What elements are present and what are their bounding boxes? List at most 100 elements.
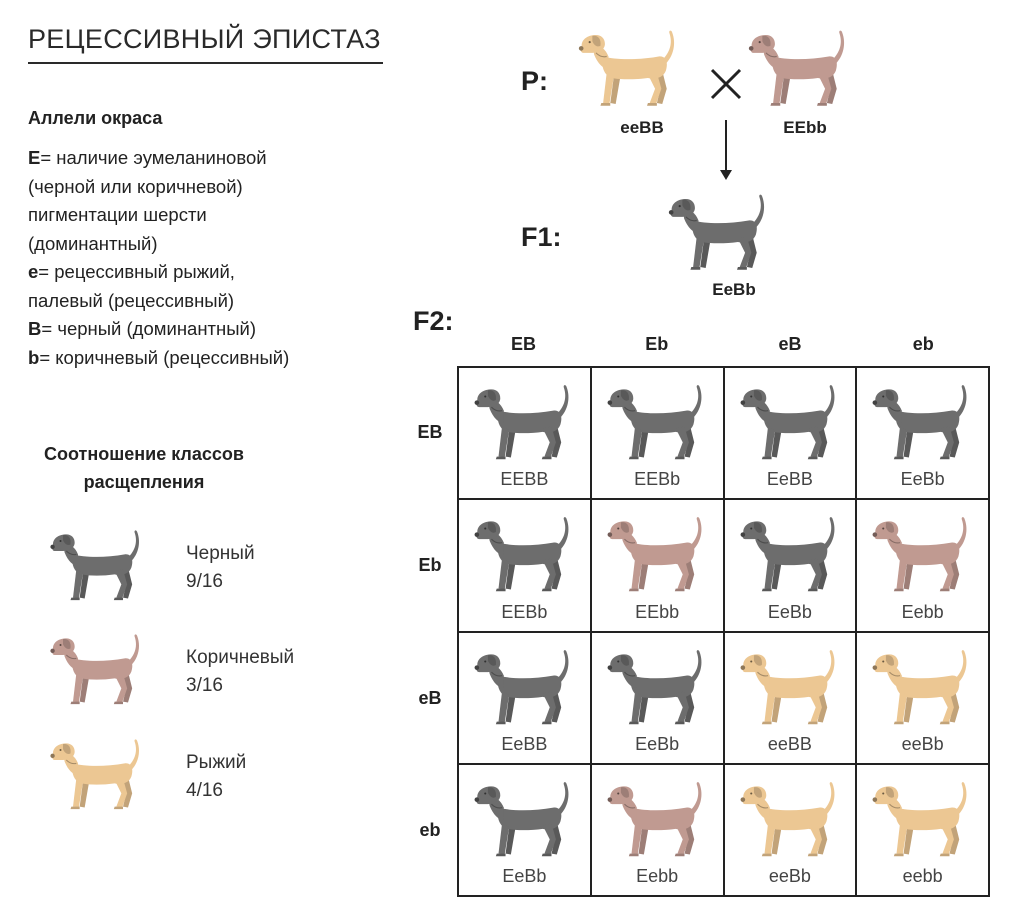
punnett-dog-icon: [607, 517, 702, 592]
allele-line: b= коричневый (рецессивный): [28, 344, 289, 373]
punnett-row-header: Eb: [418, 554, 442, 575]
punnett-cell-genotype: EeBb: [502, 866, 547, 886]
punnett-cell: EeBb: [856, 367, 989, 500]
punnett-dog-icon: [474, 649, 569, 724]
punnett-cell: EeBB: [723, 367, 857, 500]
allele-line: B= черный (доминантный): [28, 315, 256, 344]
allele-line: E= наличие эумеланиновой: [28, 144, 267, 173]
allele-text: палевый (рецессивный): [28, 289, 235, 311]
allele-symbol: E: [28, 147, 41, 168]
punnett-cell: EeBb: [458, 763, 591, 896]
allele-symbol: b: [28, 346, 40, 368]
punnett-dog-icon: [474, 517, 569, 592]
allele-symbol: e: [28, 261, 39, 282]
punnett-cell: Eebb: [590, 763, 724, 896]
allele-text: пигментации шерсти: [28, 204, 207, 225]
punnett-column-header: eb: [912, 334, 934, 354]
allele-text: = черный (доминантный): [41, 318, 257, 339]
punnett-cell: EEBb: [590, 367, 724, 500]
ratio-heading-line2: расщепления: [83, 472, 205, 492]
punnett-row-header: eB: [418, 687, 442, 708]
allele-line: (доминантный): [28, 230, 158, 259]
parent1-dog-icon: [578, 30, 675, 106]
allele-line: палевый (рецессивный): [28, 287, 234, 316]
punnett-cell-genotype: EEbb: [635, 601, 680, 622]
punnett-cell: EEbb: [590, 499, 724, 632]
punnett-dog-icon: [607, 649, 702, 724]
ratio-class-name: Рыжий: [186, 752, 247, 773]
punnett-dog-icon: [872, 649, 967, 724]
parent1-genotype: eeBB: [620, 118, 664, 137]
punnett-cell-genotype: EEBb: [634, 469, 681, 490]
punnett-cell-genotype: EEBB: [500, 469, 549, 490]
allele-text: = коричневый (рецессивный): [39, 346, 290, 368]
punnett-cell-genotype: Eebb: [636, 866, 679, 886]
cross-icon: [710, 68, 742, 100]
punnett-dog-icon: [740, 649, 834, 724]
punnett-column-header: EB: [510, 334, 536, 354]
allele-text: = наличие эумеланиновой: [40, 147, 267, 168]
allele-text: = рецессивный рыжий,: [38, 261, 235, 282]
allele-line: (черной или коричневой): [28, 173, 243, 202]
ratio-class-value: 9/16: [186, 571, 223, 592]
ratio-heading-line1: Соотношение классов: [44, 444, 244, 464]
ratio-class-name: Коричневый: [186, 647, 295, 668]
f2-generation-label: F2:: [413, 306, 454, 336]
punnett-cell-genotype: EeBb: [767, 601, 812, 622]
punnett-cell: EEBB: [458, 367, 591, 500]
f1-generation-label: F1:: [521, 222, 562, 252]
punnett-row-header: eb: [419, 820, 441, 841]
punnett-cell-genotype: EeBb: [900, 469, 945, 490]
punnett-cell-genotype: EeBb: [635, 733, 680, 754]
punnett-cell: EeBB: [458, 631, 591, 764]
punnett-dog-icon: [740, 517, 834, 592]
punnett-cell: EeBb: [590, 631, 724, 764]
punnett-cell: Eebb: [856, 499, 989, 632]
punnett-dog-icon: [607, 385, 702, 460]
punnett-square: EEBB EEBb EeBB EeBb EEBb EEbb EeBb Eebb EeBB EeBb…: [457, 366, 990, 897]
punnett-cell-genotype: EEBb: [501, 601, 548, 622]
punnett-dog-icon: [872, 385, 967, 460]
punnett-row-header: EB: [417, 422, 443, 442]
alleles-heading: Аллели окраса: [28, 108, 163, 128]
punnett-cell-genotype: eeBB: [767, 733, 812, 754]
punnett-dog-icon: [740, 781, 834, 856]
allele-symbol: B: [28, 318, 42, 339]
punnett-cell-genotype: eeBb: [768, 866, 811, 886]
punnett-cell: eeBB: [723, 631, 857, 764]
punnett-column-header: eB: [778, 334, 802, 354]
allele-line: e= рецессивный рыжий,: [28, 258, 235, 287]
punnett-dog-icon: [474, 781, 569, 856]
ratio-dog-icon: [50, 634, 140, 705]
allele-line: пигментации шерсти: [28, 201, 207, 230]
punnett-cell: eebb: [856, 763, 989, 896]
ratio-class-value: 4/16: [186, 780, 223, 801]
p-generation-label: P:: [521, 66, 548, 96]
parent2-dog-icon: [748, 30, 845, 106]
arrow-down-icon: [720, 120, 732, 180]
allele-text: (доминантный): [28, 232, 158, 254]
punnett-dog-icon: [740, 385, 834, 460]
punnett-column-header: Eb: [645, 334, 669, 354]
punnett-cell-genotype: EeBB: [501, 733, 548, 754]
punnett-cell: EeBb: [723, 499, 857, 632]
punnett-cell-genotype: eebb: [902, 866, 943, 886]
allele-text: (черной или коричневой): [28, 175, 243, 197]
punnett-cell: EEBb: [458, 499, 591, 632]
ratio-heading: Соотношение классов расщепления: [24, 440, 264, 496]
f1-dog-icon: [668, 194, 765, 270]
punnett-cell-genotype: Eebb: [901, 601, 944, 622]
ratio-dog-icon: [50, 530, 140, 601]
punnett-cell: eeBb: [723, 763, 857, 896]
ratio-class-value: 3/16: [186, 675, 223, 696]
punnett-dog-icon: [607, 781, 702, 856]
punnett-dog-icon: [872, 517, 967, 592]
ratio-class-name: Черный: [186, 543, 255, 564]
title-underline: [28, 62, 383, 64]
parent2-genotype: EEbb: [783, 118, 827, 137]
page-title: РЕЦЕССИВНЫЙ ЭПИСТАЗ: [28, 24, 381, 54]
punnett-dog-icon: [474, 385, 569, 460]
punnett-cell-genotype: eeBb: [901, 733, 944, 754]
ratio-dog-icon: [50, 739, 140, 810]
punnett-cell: eeBb: [856, 631, 989, 764]
